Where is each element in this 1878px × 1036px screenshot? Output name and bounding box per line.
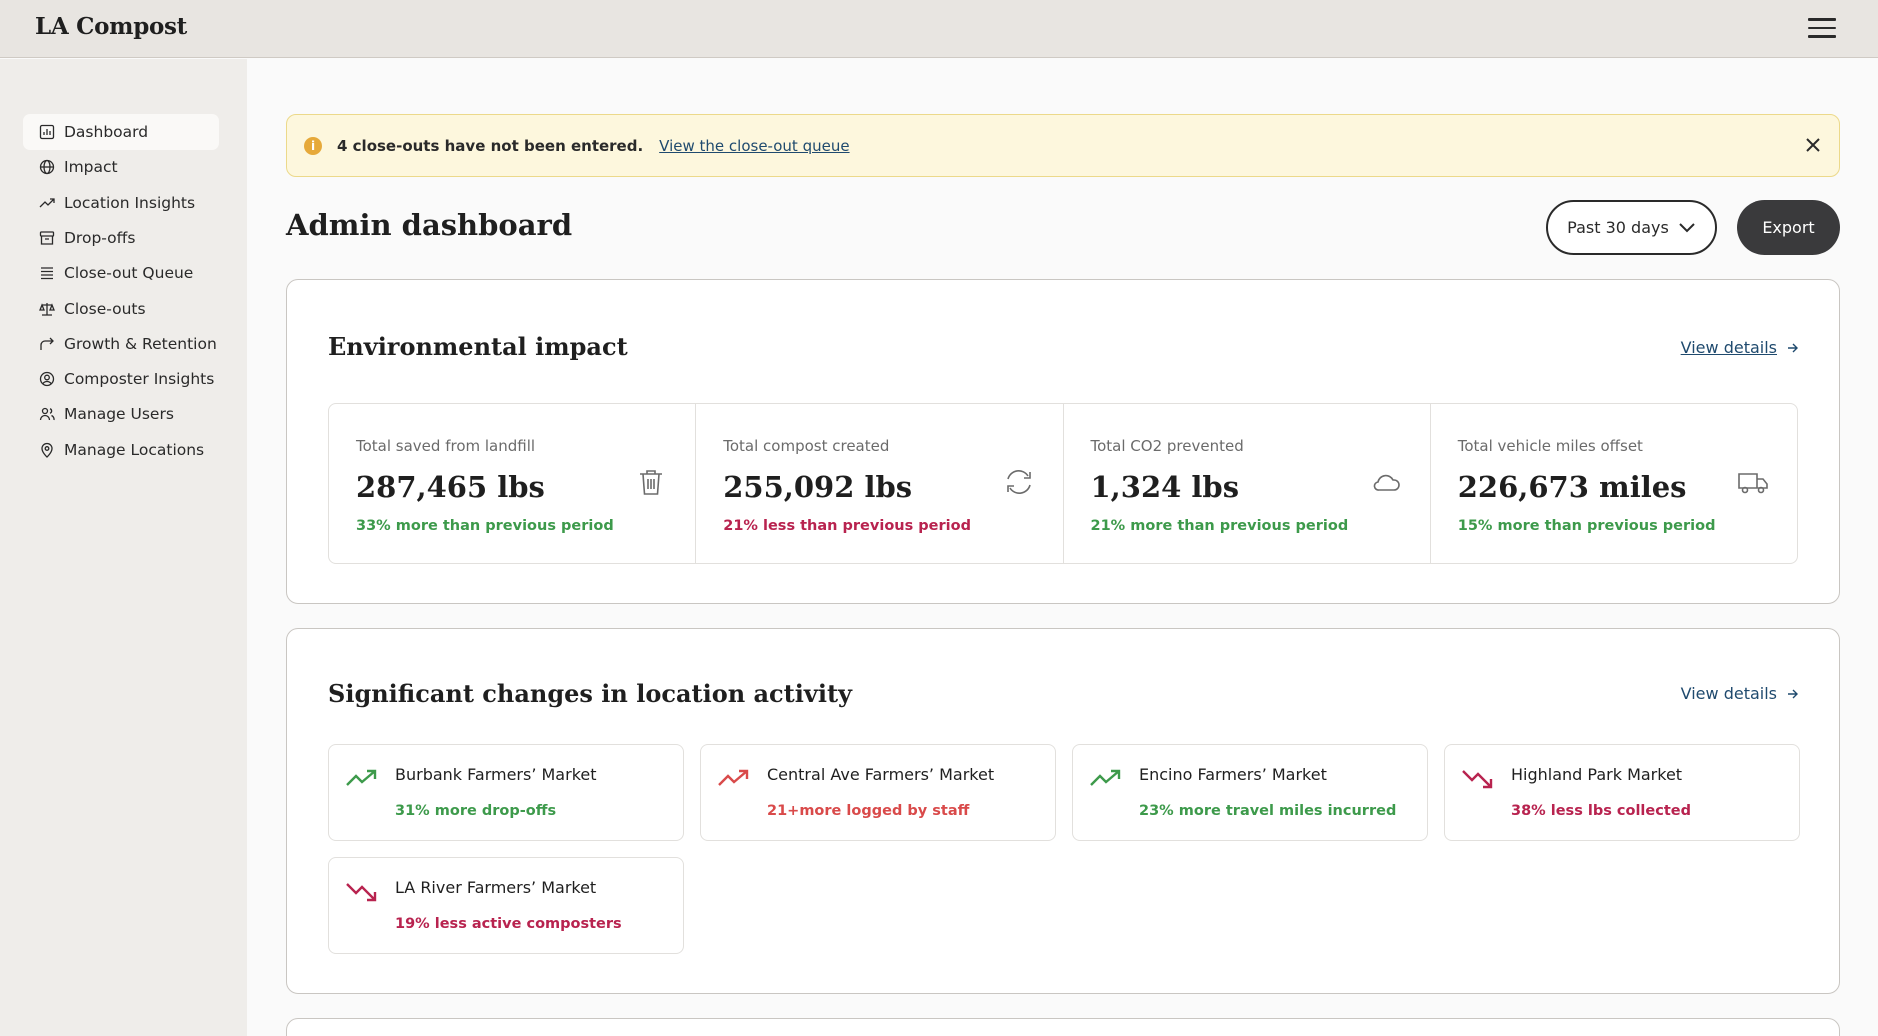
sidebar-item-label: Close-out Queue	[64, 264, 194, 282]
location-card[interactable]: Burbank Farmers’ Market 31% more drop-of…	[328, 744, 684, 841]
sidebar-item-close-out-queue[interactable]: Close-out Queue	[23, 255, 219, 291]
trash-icon	[640, 470, 663, 495]
stat-delta: 21% less than previous period	[723, 518, 971, 534]
export-button[interactable]: Export	[1737, 200, 1840, 255]
user-circle-icon	[39, 371, 55, 387]
location-change: 38% less lbs collected	[1511, 803, 1691, 819]
top-bar: LA Compost	[0, 0, 1878, 58]
chevron-down-icon	[1679, 222, 1695, 232]
sidebar-item-label: Growth & Retention	[64, 335, 217, 353]
location-name: Central Ave Farmers’ Market	[767, 765, 995, 784]
stat-label: Total CO2 prevented	[1090, 437, 1244, 455]
impact-stats: Total saved from landfill 287,465 lbs 33…	[328, 403, 1798, 564]
trending-up-icon	[346, 769, 377, 786]
changes-view-details-link[interactable]: View details	[1681, 684, 1799, 703]
globe-icon	[39, 159, 55, 175]
share-arrow-icon	[39, 336, 55, 352]
sidebar-item-label: Drop-offs	[64, 229, 136, 247]
stat-value: 287,465 lbs	[356, 470, 545, 504]
close-icon[interactable]	[1803, 135, 1823, 155]
location-name: Burbank Farmers’ Market	[395, 765, 597, 784]
sidebar-item-label: Composter Insights	[64, 370, 215, 388]
location-card[interactable]: LA River Farmers’ Market 19% less active…	[328, 857, 684, 954]
sidebar-item-location-insights[interactable]: Location Insights	[23, 185, 219, 221]
alert-message: 4 close-outs have not been entered.	[337, 136, 644, 155]
map-pin-icon	[39, 442, 55, 458]
trending-up-icon	[718, 769, 749, 786]
sidebar-item-label: Dashboard	[64, 123, 149, 141]
stat-delta: 15% more than previous period	[1457, 518, 1716, 534]
sidebar-item-label: Close-outs	[64, 300, 146, 318]
stat-delta: 21% more than previous period	[1090, 518, 1349, 534]
refresh-icon	[1006, 470, 1031, 494]
stat-delta: 33% more than previous period	[356, 518, 614, 534]
location-card[interactable]: Highland Park Market 38% less lbs collec…	[1444, 744, 1800, 841]
location-change: 23% more travel miles incurred	[1139, 803, 1397, 819]
sidebar-item-growth-retention[interactable]: Growth & Retention	[23, 326, 219, 362]
sidebar-item-drop-offs[interactable]: Drop-offs	[23, 220, 219, 256]
date-range-select[interactable]: Past 30 days	[1546, 200, 1717, 255]
chart-icon	[39, 124, 55, 140]
stat-co2: Total CO2 prevented 1,324 lbs 21% more t…	[1064, 404, 1431, 563]
sidebar-item-label: Manage Locations	[64, 441, 205, 459]
view-details-label: View details	[1680, 338, 1777, 357]
users-icon	[39, 406, 55, 422]
cloud-icon	[1373, 474, 1400, 491]
location-card[interactable]: Central Ave Farmers’ Market 21+more logg…	[700, 744, 1056, 841]
sidebar-item-close-outs[interactable]: Close-outs	[23, 291, 219, 327]
stat-label: Total compost created	[723, 437, 890, 455]
sidebar-item-dashboard[interactable]: Dashboard	[23, 114, 219, 150]
stat-landfill: Total saved from landfill 287,465 lbs 33…	[329, 404, 697, 563]
location-change: 31% more drop-offs	[395, 803, 557, 819]
sidebar-item-label: Impact	[64, 158, 118, 176]
scale-icon	[39, 301, 55, 317]
trending-up-icon	[39, 195, 55, 211]
arrow-right-icon	[1788, 343, 1798, 352]
list-icon	[39, 265, 55, 281]
sidebar-item-label: Location Insights	[64, 194, 196, 212]
sidebar: Dashboard Impact Location Insights Drop-…	[0, 59, 247, 1036]
location-name: Encino Farmers’ Market	[1139, 765, 1327, 784]
view-details-label: View details	[1680, 684, 1777, 703]
sidebar-item-composter-insights[interactable]: Composter Insights	[23, 361, 219, 397]
truck-icon	[1738, 473, 1768, 494]
location-change: 21+more logged by staff	[767, 803, 970, 819]
archive-icon	[39, 230, 55, 246]
stat-compost: Total compost created 255,092 lbs 21% le…	[696, 404, 1064, 563]
sidebar-item-manage-locations[interactable]: Manage Locations	[23, 432, 219, 468]
stat-value: 1,324 lbs	[1090, 470, 1240, 504]
hamburger-menu-icon[interactable]	[1808, 18, 1836, 38]
location-change: 19% less active composters	[395, 916, 622, 932]
environmental-impact-card: Environmental impact View details Total …	[286, 279, 1840, 604]
location-name: Highland Park Market	[1511, 765, 1683, 784]
stat-label: Total saved from landfill	[356, 437, 536, 455]
logo[interactable]: LA Compost	[35, 13, 188, 40]
trending-down-icon	[1462, 770, 1493, 789]
arrow-right-icon	[1788, 689, 1798, 698]
stat-value: 226,673 miles	[1457, 470, 1687, 504]
sidebar-item-label: Manage Users	[64, 405, 174, 423]
stat-value: 255,092 lbs	[723, 470, 913, 504]
card-title: Significant changes in location activity	[328, 679, 852, 708]
stat-label: Total vehicle miles offset	[1457, 437, 1643, 455]
trending-down-icon	[346, 883, 377, 902]
date-range-label: Past 30 days	[1567, 218, 1669, 237]
stat-vehicle-miles: Total vehicle miles offset 226,673 miles…	[1431, 404, 1797, 563]
location-name: LA River Farmers’ Market	[395, 878, 597, 897]
location-changes-card: Significant changes in location activity…	[286, 628, 1840, 994]
impact-view-details-link[interactable]: View details	[1681, 338, 1799, 357]
info-icon: i	[304, 136, 322, 155]
card-title: Environmental impact	[328, 332, 628, 361]
location-card[interactable]: Encino Farmers’ Market 23% more travel m…	[1072, 744, 1428, 841]
alert-banner: i 4 close-outs have not been entered. Vi…	[286, 114, 1840, 177]
sidebar-item-manage-users[interactable]: Manage Users	[23, 396, 219, 432]
trending-up-icon	[1090, 769, 1121, 786]
close-out-queue-link[interactable]: View the close-out queue	[659, 136, 850, 155]
page-title: Admin dashboard	[286, 208, 573, 242]
next-section-card	[286, 1018, 1840, 1036]
sidebar-item-impact[interactable]: Impact	[23, 149, 219, 185]
